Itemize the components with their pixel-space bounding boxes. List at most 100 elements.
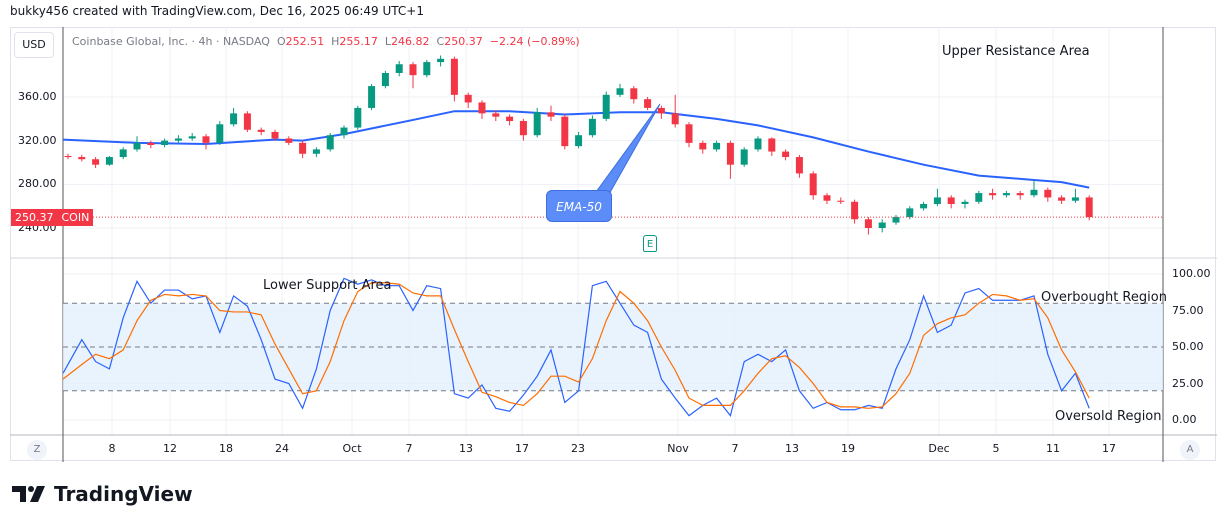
chart-frame [10,27,1216,461]
x-tick-label: 7 [405,442,413,455]
z-button[interactable]: Z [27,440,47,460]
candle-body [740,149,748,165]
price-tick-label: 320.00 [18,133,57,147]
candle-body [1016,193,1024,196]
x-tick-label: 18 [219,442,233,455]
auto-scale-button[interactable]: A [1180,440,1200,460]
candle-body [768,138,776,152]
symbol-legend: Coinbase Global, Inc. · 4h · NASDAQ O252… [72,35,580,48]
candle-body [464,94,472,103]
candle-body [547,112,555,117]
candle-body [947,197,955,204]
x-tick-label: 8 [108,442,116,455]
candle-body [975,193,983,202]
x-tick-label: 17 [1102,442,1116,455]
x-tick-label: 17 [515,442,529,455]
candle-body [809,173,817,196]
candle-body [64,155,72,158]
tradingview-logo-text: TradingView [54,482,193,506]
oversold-label: Oversold Region [1055,409,1162,424]
candle-body [216,124,224,143]
candle-body [1030,189,1038,196]
earnings-icon[interactable]: E [643,235,657,252]
candle-body [533,112,541,136]
stoch-tick-label: 75.00 [1172,303,1204,317]
candle-body [368,86,376,108]
candle-body [933,197,941,204]
candle-body [920,203,928,209]
candle-body [409,64,417,76]
tradingview-logo-icon [12,486,45,502]
candle-body [381,72,389,87]
close-label: C [436,35,445,48]
last-price-label: 250.37 COIN [11,209,94,226]
candle-body [1058,197,1066,201]
stoch-tick-label: 100.00 [1172,267,1211,280]
stoch-k-line [62,277,1090,417]
x-tick-label: 13 [785,442,799,455]
candle-body [230,113,238,125]
candle-body [671,113,679,125]
candle-body [989,193,997,196]
stoch-d-line [62,282,1090,409]
candle-body [630,88,638,100]
stoch-tick-label: 50.00 [1172,340,1204,353]
candle-body [174,138,182,141]
candle-body [616,88,624,95]
candle-body [506,116,514,122]
candle-body [657,107,665,114]
candle-body [299,142,307,154]
candle-body [575,135,583,147]
upper-resistance-label: Upper Resistance Area [942,44,1090,59]
candle-body [602,94,610,119]
candle-body [699,142,707,150]
candle-body [754,138,762,150]
stoch-tick-label: 25.00 [1172,376,1204,390]
candle-body [713,142,721,150]
price-tick-label: 360.00 [18,90,57,103]
last-price-value: 250.37 [15,211,54,224]
x-tick-label: 23 [571,442,585,455]
x-tick-label: 12 [163,442,177,455]
candle-body [326,135,334,150]
x-tick-label: Dec [928,442,950,455]
candle-body [92,159,100,165]
x-tick-label: 19 [841,442,855,455]
candle-body [823,195,831,201]
candle-body [340,127,348,136]
low-value: 246.82 [391,35,430,48]
candle-body [202,136,210,143]
candle-body [492,113,500,117]
candle-body [782,151,790,158]
candle-body [423,62,431,76]
candle-body [312,149,320,154]
candle-body [795,157,803,174]
x-tick-label: 5 [992,442,1000,455]
candle-body [961,201,969,204]
candle-body [685,124,693,143]
candle-body [864,219,872,229]
candle-body [354,107,362,128]
price-tick-label: 280.00 [18,177,57,191]
x-tick-label: Nov [667,442,689,455]
symbol-name: Coinbase Global, Inc. · 4h · NASDAQ [72,35,270,48]
candle-body [1002,193,1010,196]
candle-body [133,142,141,150]
x-tick-label: 24 [275,442,289,455]
candle-body [257,129,265,132]
candle-body [395,64,403,73]
candle-body [243,113,251,130]
candle-body [147,142,155,146]
candle-body [837,200,845,202]
currency-button[interactable]: USD [14,32,54,58]
high-label: H [331,35,340,48]
candle-body [105,157,113,165]
open-value: 252.51 [285,35,325,48]
candle-body [851,201,859,220]
candle-body [878,222,886,229]
candle-body [119,149,127,158]
last-price-ticker: COIN [61,211,90,224]
candle-body [478,102,486,114]
tradingview-logo: TradingView [12,482,193,506]
